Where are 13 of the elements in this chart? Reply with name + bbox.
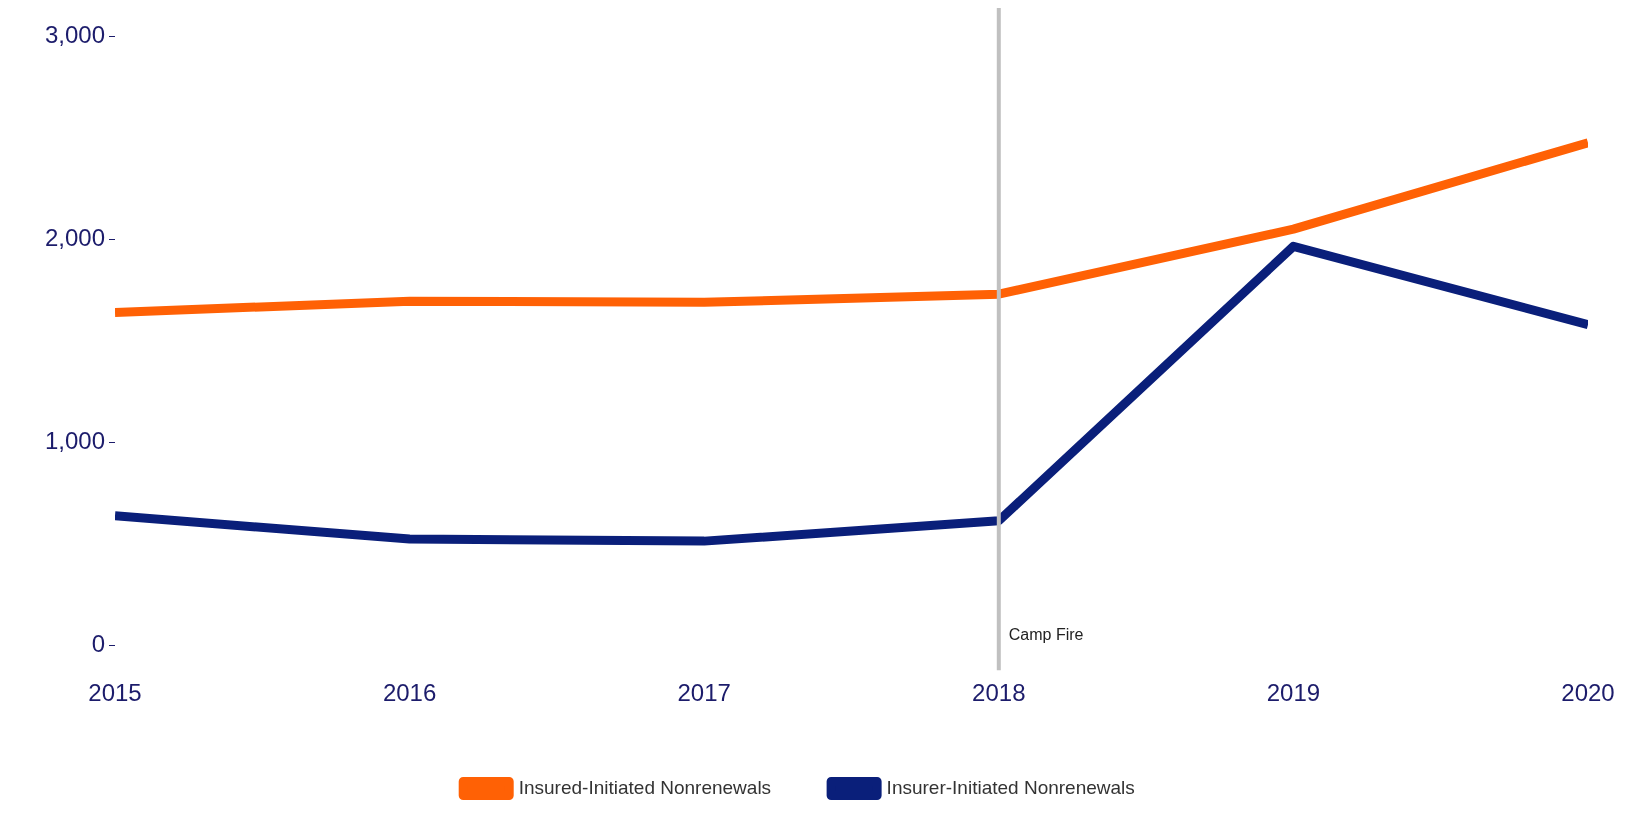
y-tick-label: 2,000 (44, 223, 105, 251)
x-tick-label: 2018 (972, 679, 1026, 707)
x-tick-label: 2020 (1561, 679, 1615, 707)
x-tick-label: 2017 (677, 679, 731, 707)
x-tick-label: 2015 (88, 679, 142, 707)
ref-line-label: Camp Fire (1008, 626, 1084, 644)
legend-label: Insurer-Initiated Nonrenewals (886, 776, 1135, 798)
y-tick-label: 3,000 (44, 20, 105, 48)
legend-label: Insured-Initiated Nonrenewals (518, 776, 772, 798)
x-tick-label: 2019 (1266, 679, 1321, 707)
y-tick-label: 0 (91, 630, 105, 658)
x-tick-label: 2016 (382, 679, 437, 707)
y-tick-label: 1,000 (44, 427, 105, 455)
